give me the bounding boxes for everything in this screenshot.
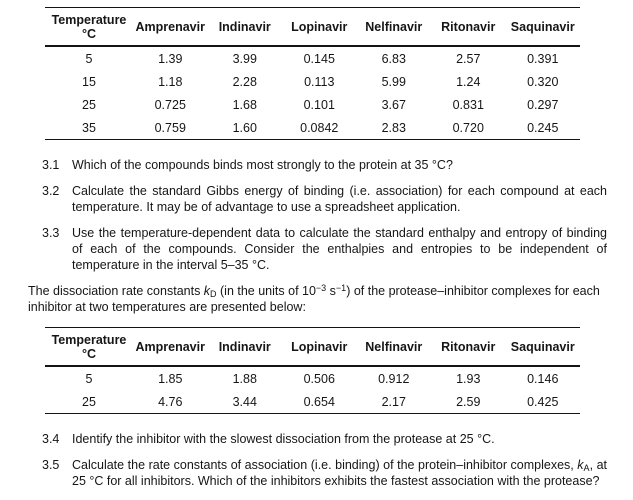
questions-3-4-to-3-5: 3.4 Identify the inhibitor with the slow…: [42, 431, 607, 489]
value-cell: 0.912: [378, 371, 410, 386]
value-cell: 6.83: [381, 51, 406, 66]
compound-header-cell: Indinavir: [218, 19, 271, 34]
value-cell: 3.44: [232, 394, 257, 409]
question-text: Calculate the rate constants of associat…: [72, 458, 608, 488]
temperature-cell: 35: [82, 120, 96, 135]
compound-header-cell: Indinavir: [218, 339, 271, 354]
document-page: Temperature °C Amprenavir Indinavir Lopinavi…: [28, 7, 607, 489]
value-cell: 0.831: [452, 97, 484, 112]
value-cell: 0.654: [303, 394, 335, 409]
question-number: 3.2: [42, 184, 60, 198]
question-number: 3.1: [42, 158, 60, 172]
question-number: 3.4: [42, 432, 60, 446]
temperature-header-cell: Temperature °C: [51, 332, 127, 361]
value-cell: 1.88: [232, 371, 257, 386]
value-cell: 1.60: [232, 120, 257, 135]
compound-header-cell: Ritonavir: [441, 19, 496, 34]
value-cell: 1.68: [232, 97, 257, 112]
value-cell: 0.725: [154, 97, 186, 112]
temperature-cell: 25: [82, 97, 96, 112]
value-cell: 2.28: [232, 74, 257, 89]
temperature-header-cell: Temperature °C: [51, 12, 127, 41]
compound-header-cell: Saquinavir: [510, 19, 575, 34]
table-row: 35 0.759 1.60 0.0842 2.83 0.720 0.245: [45, 116, 580, 140]
value-cell: 2.59: [456, 394, 481, 409]
value-cell: 0.146: [527, 371, 559, 386]
dissociation-intro-paragraph: The dissociation rate constants kD (in t…: [28, 283, 600, 315]
temperature-cell: 5: [85, 51, 93, 66]
value-cell: 0.245: [527, 120, 559, 135]
value-cell: 3.99: [232, 51, 257, 66]
value-cell: 0.101: [303, 97, 335, 112]
value-cell: 5.99: [381, 74, 406, 89]
question-3-2: 3.2 Calculate the standard Gibbs energy …: [42, 183, 607, 215]
value-cell: 0.113: [304, 74, 335, 89]
table-row: 25 0.725 1.68 0.101 3.67 0.831 0.297: [45, 93, 580, 116]
value-cell: 2.83: [381, 120, 406, 135]
question-text: Calculate the standard Gibbs energy of b…: [72, 184, 607, 214]
value-cell: 0.425: [527, 394, 559, 409]
question-3-5: 3.5 Calculate the rate constants of asso…: [42, 457, 607, 489]
value-cell: 1.24: [456, 74, 481, 89]
compound-header-cell: Nelfinavir: [365, 339, 423, 354]
value-cell: 0.391: [527, 51, 559, 66]
value-cell: 3.67: [381, 97, 406, 112]
question-text: Which of the compounds binds most strong…: [72, 158, 453, 172]
value-cell: 2.57: [456, 51, 481, 66]
value-cell: 1.93: [456, 371, 481, 386]
value-cell: 0.759: [154, 120, 186, 135]
temperature-cell: 15: [82, 74, 96, 89]
table-row: 5 1.85 1.88 0.506 0.912 1.93 0.146: [45, 366, 580, 390]
compound-header-cell: Ritonavir: [441, 339, 496, 354]
question-3-3: 3.3 Use the temperature-dependent data t…: [42, 225, 607, 273]
compound-header-cell: Saquinavir: [510, 339, 575, 354]
value-cell: 4.76: [158, 394, 183, 409]
question-text: Identify the inhibitor with the slowest …: [72, 432, 495, 446]
compound-header-cell: Amprenavir: [135, 19, 205, 34]
compound-header-cell: Lopinavir: [291, 19, 348, 34]
value-cell: 1.18: [158, 74, 183, 89]
value-cell: 0.720: [452, 120, 484, 135]
temperature-cell: 25: [82, 394, 96, 409]
table-row: 15 1.18 2.28 0.113 5.99 1.24 0.320: [45, 70, 580, 93]
value-cell: 0.297: [527, 97, 559, 112]
table-header-row: Temperature °C Amprenavir Indinavir Lopinavi…: [45, 328, 580, 366]
temperature-cell: 5: [85, 371, 93, 386]
table-header-row: Temperature °C Amprenavir Indinavir Lopinavi…: [45, 8, 580, 46]
compound-header-cell: Nelfinavir: [365, 19, 423, 34]
question-number: 3.3: [42, 226, 60, 240]
equilibrium-constants-table: Temperature °C Amprenavir Indinavir Lopinavi…: [45, 7, 580, 140]
table-row: 25 4.76 3.44 0.654 2.17 2.59 0.425: [45, 390, 580, 414]
question-3-1: 3.1 Which of the compounds binds most st…: [42, 157, 607, 173]
value-cell: 1.39: [158, 51, 183, 66]
question-number: 3.5: [42, 458, 60, 472]
questions-3-1-to-3-3: 3.1 Which of the compounds binds most st…: [42, 157, 607, 273]
value-cell: 0.320: [527, 74, 559, 89]
compound-header-cell: Lopinavir: [291, 339, 348, 354]
table-row: 5 1.39 3.99 0.145 6.83 2.57 0.391: [45, 46, 580, 70]
value-cell: 0.0842: [300, 120, 339, 135]
question-text: Use the temperature-dependent data to ca…: [72, 226, 607, 272]
compound-header-cell: Amprenavir: [135, 339, 205, 354]
dissociation-rate-table: Temperature °C Amprenavir Indinavir Lopinavi…: [45, 327, 580, 414]
value-cell: 0.145: [303, 51, 335, 66]
value-cell: 1.85: [158, 371, 183, 386]
value-cell: 2.17: [381, 394, 406, 409]
question-3-4: 3.4 Identify the inhibitor with the slow…: [42, 431, 607, 447]
value-cell: 0.506: [303, 371, 335, 386]
